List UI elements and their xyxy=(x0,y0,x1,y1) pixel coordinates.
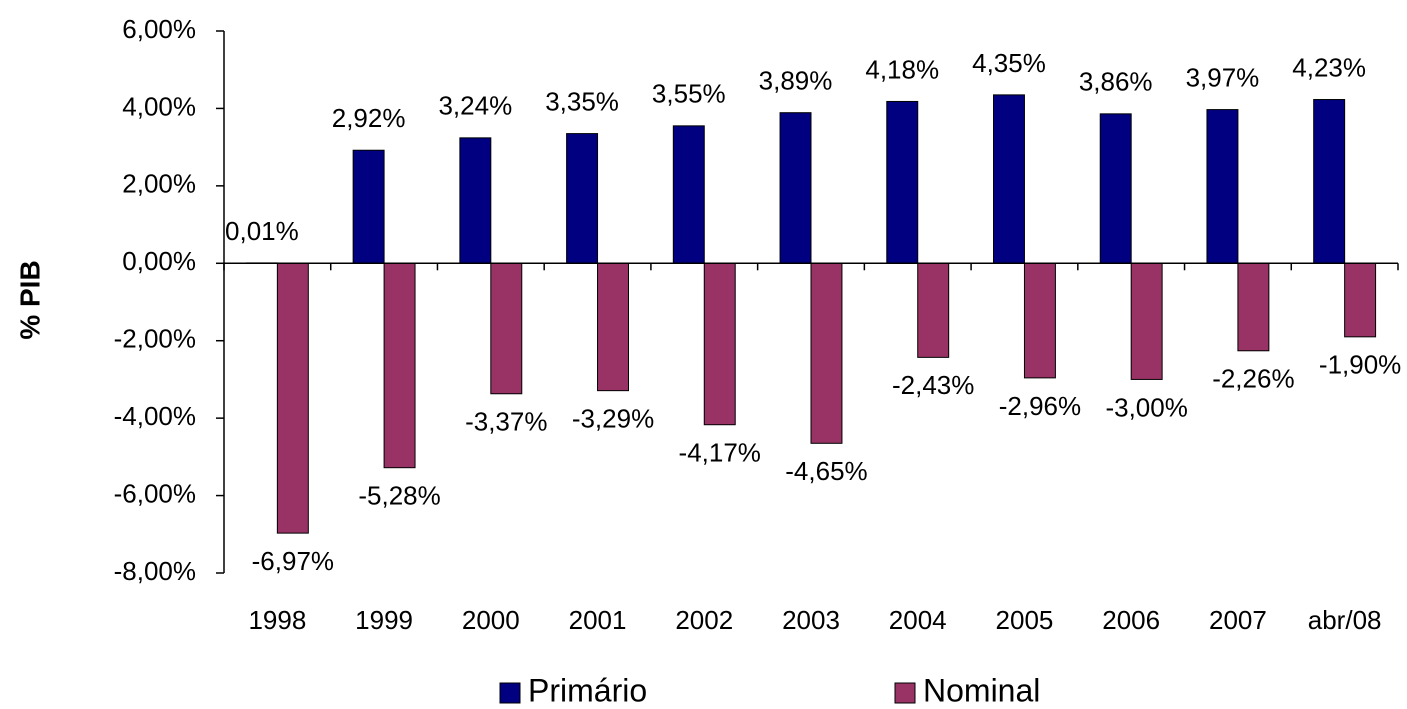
value-label: 3,97% xyxy=(1186,62,1260,92)
legend-swatch xyxy=(499,682,521,704)
value-label: -6,97% xyxy=(252,546,334,576)
y-tick-label: -4,00% xyxy=(114,401,196,431)
bar xyxy=(779,112,812,264)
x-tick-label: 1998 xyxy=(248,605,306,635)
y-tick-label: 2,00% xyxy=(122,169,196,199)
value-label: 3,89% xyxy=(759,66,833,96)
value-label: -3,37% xyxy=(465,407,547,437)
x-tick-label: 2002 xyxy=(675,605,733,635)
bar xyxy=(597,262,629,392)
value-label: -2,26% xyxy=(1212,364,1294,394)
bar xyxy=(383,262,416,469)
y-tick-label: 0,00% xyxy=(122,246,196,276)
value-label: 3,55% xyxy=(652,79,726,109)
bar xyxy=(1206,109,1239,264)
value-label: -2,43% xyxy=(892,370,974,400)
value-label: 4,23% xyxy=(1292,52,1366,82)
legend-swatch xyxy=(894,682,916,704)
bar xyxy=(1237,262,1270,352)
y-tick-label: -8,00% xyxy=(114,556,196,586)
value-label: -3,29% xyxy=(572,404,654,434)
value-label: 3,24% xyxy=(438,91,512,121)
bar xyxy=(490,262,523,395)
value-label: -1,90% xyxy=(1319,350,1401,380)
bar xyxy=(459,137,492,264)
bar xyxy=(1099,113,1132,264)
value-label: -2,96% xyxy=(999,391,1081,421)
x-tick-label: 2005 xyxy=(996,605,1054,635)
bar xyxy=(352,149,385,264)
legend-label: Nominal xyxy=(923,672,1040,708)
y-tick-label: -2,00% xyxy=(114,324,196,354)
x-tick-label: 2007 xyxy=(1209,605,1267,635)
bar xyxy=(566,133,599,264)
x-tick-label: 2004 xyxy=(889,605,947,635)
bar xyxy=(1313,99,1346,264)
bar xyxy=(276,262,309,534)
value-label: 2,92% xyxy=(332,103,406,133)
value-label: 3,86% xyxy=(1079,67,1153,97)
bar xyxy=(703,262,736,426)
bar xyxy=(1344,262,1377,338)
legend-label: Primário xyxy=(528,672,647,708)
bar xyxy=(993,94,1025,264)
bar xyxy=(1023,262,1056,379)
bar xyxy=(917,262,950,358)
x-tick-label: abr/08 xyxy=(1308,605,1382,635)
value-label: -3,00% xyxy=(1105,392,1187,422)
x-tick-label: 2006 xyxy=(1102,605,1160,635)
value-label: -4,17% xyxy=(679,438,761,468)
value-label: 0,01% xyxy=(225,216,299,246)
x-tick-label: 1999 xyxy=(355,605,413,635)
bar xyxy=(886,100,919,264)
x-tick-label: 2001 xyxy=(569,605,627,635)
x-tick-label: 2000 xyxy=(462,605,520,635)
bar xyxy=(1130,262,1163,380)
bar xyxy=(672,125,705,264)
y-tick-label: -6,00% xyxy=(114,478,196,508)
value-label: 4,35% xyxy=(972,48,1046,78)
y-axis-label: % PIB xyxy=(14,260,45,339)
value-label: -4,65% xyxy=(785,456,867,486)
y-tick-label: 4,00% xyxy=(122,91,196,121)
value-label: 4,18% xyxy=(865,54,939,84)
x-tick-label: 2003 xyxy=(782,605,840,635)
bar xyxy=(810,262,843,444)
value-label: -5,28% xyxy=(358,481,440,511)
value-label: 3,35% xyxy=(545,86,619,116)
y-tick-label: 6,00% xyxy=(122,14,196,44)
